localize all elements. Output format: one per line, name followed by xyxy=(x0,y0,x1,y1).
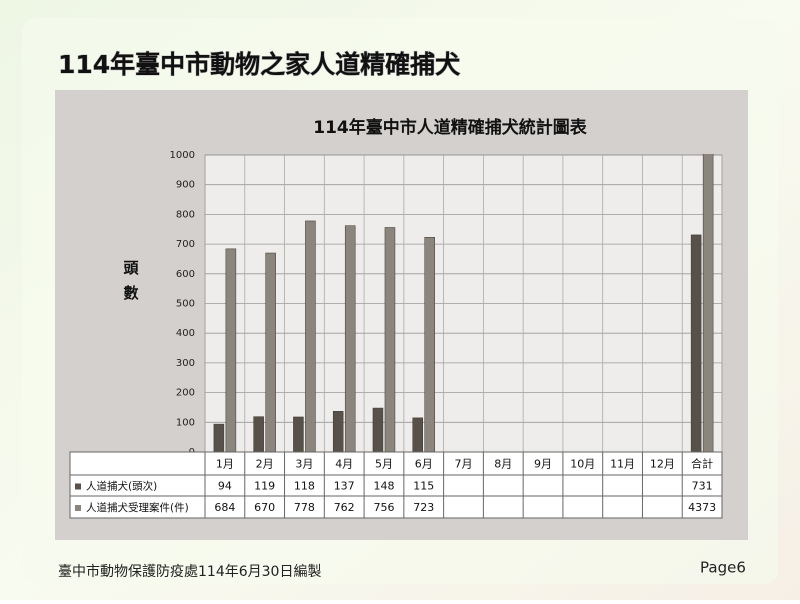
y-axis-label: 頭數 xyxy=(122,260,140,310)
x-tick-label: 4月 xyxy=(335,458,353,471)
chart-title: 114年臺中市人道精確捕犬統計圖表 xyxy=(313,117,587,138)
x-tick-label: 5月 xyxy=(375,458,393,471)
bar xyxy=(690,234,702,453)
table-value: 119 xyxy=(254,480,275,493)
y-tick-label: 900 xyxy=(176,180,195,191)
legend-swatch xyxy=(75,483,81,490)
table-value: 148 xyxy=(373,480,394,493)
y-tick-label: 700 xyxy=(176,239,195,250)
table-value: 778 xyxy=(294,501,315,514)
footer: 臺中市動物保護防疫處114年6月30日編製 xyxy=(58,563,321,580)
x-tick-label: 8月 xyxy=(494,458,512,471)
bar xyxy=(253,416,264,453)
bar xyxy=(265,252,276,453)
table-value: 723 xyxy=(413,501,434,514)
x-tick-label: 6月 xyxy=(415,458,433,471)
x-tick-label: 9月 xyxy=(534,458,552,471)
table-value: 670 xyxy=(254,501,275,514)
table-value: 684 xyxy=(214,501,235,514)
legend-swatch xyxy=(75,505,81,511)
x-tick-label: 11月 xyxy=(610,458,635,471)
y-tick-label: 200 xyxy=(176,388,195,399)
table-value: 137 xyxy=(334,480,355,493)
bar xyxy=(384,227,396,453)
table-value: 731 xyxy=(692,480,713,493)
table-value: 118 xyxy=(294,480,315,493)
y-tick-label: 600 xyxy=(176,269,195,280)
y-tick-label: 400 xyxy=(176,328,195,339)
y-tick-label: 500 xyxy=(176,299,195,310)
bar xyxy=(305,220,316,453)
x-tick-label: 2月 xyxy=(256,458,274,471)
bar xyxy=(213,423,225,453)
table-value: 756 xyxy=(373,501,394,514)
bar xyxy=(372,407,384,453)
legend-label: 人道捕犬受理案件(件) xyxy=(86,501,189,514)
x-tick-label: 10月 xyxy=(570,458,595,471)
table-value: 762 xyxy=(334,501,355,514)
bar xyxy=(332,411,344,453)
bar xyxy=(424,237,435,453)
slide-title: 114年臺中市動物之家人道精確捕犬 xyxy=(58,50,460,79)
bar xyxy=(344,225,356,453)
x-tick-label: 合計 xyxy=(691,457,713,471)
bar xyxy=(225,248,237,453)
x-tick-label: 7月 xyxy=(455,458,473,471)
x-tick-label: 1月 xyxy=(216,458,234,471)
y-tick-label: 1000 xyxy=(170,150,195,161)
legend-label: 人道捕犬(頭次) xyxy=(86,480,157,493)
y-tick-label: 100 xyxy=(176,417,195,428)
table-value: 94 xyxy=(218,480,232,493)
table-value: 4373 xyxy=(688,501,716,514)
chart: 010020030040050060070080090010001月2月3月4月… xyxy=(69,150,723,519)
x-tick-label: 3月 xyxy=(295,458,313,471)
bar xyxy=(293,416,304,453)
x-tick-label: 12月 xyxy=(650,458,675,471)
y-tick-label: 300 xyxy=(176,358,195,369)
table-value: 115 xyxy=(413,480,434,493)
page-number: Page6 xyxy=(700,559,746,577)
bars xyxy=(213,154,714,453)
data-table xyxy=(69,451,723,519)
y-tick-label: 800 xyxy=(176,209,195,220)
bar xyxy=(412,417,423,453)
